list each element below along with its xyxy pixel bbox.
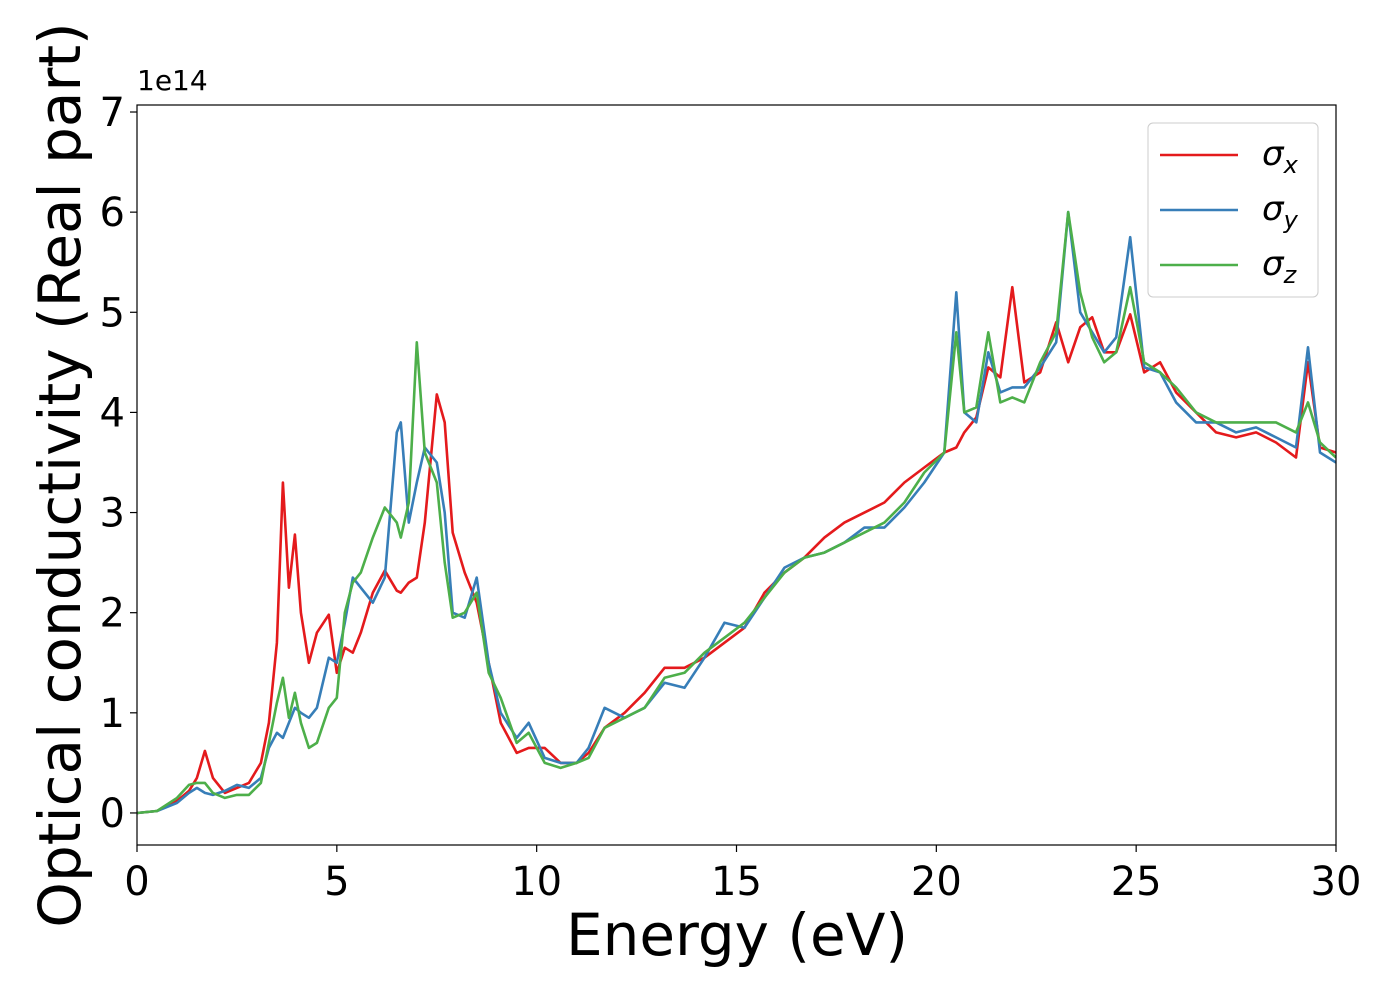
y-tick-label: 4 <box>100 390 125 436</box>
y-offset-label: 1e14 <box>137 64 208 97</box>
y-tick-label: 6 <box>100 190 125 236</box>
y-tick-label: 1 <box>100 691 125 737</box>
y-tick-label: 7 <box>100 90 125 136</box>
x-tick-label: 5 <box>324 859 349 905</box>
x-tick-label: 15 <box>711 859 762 905</box>
x-tick-label: 0 <box>124 859 149 905</box>
y-tick-label: 0 <box>100 791 125 837</box>
data-line <box>137 210 1336 815</box>
y-axis-label: Optical conductivity (Real part) <box>26 22 94 927</box>
y-tick-label: 2 <box>100 591 125 637</box>
x-tick-label: 20 <box>911 859 962 905</box>
x-tick-label: 30 <box>1311 859 1362 905</box>
legend-label: σx <box>1262 134 1299 179</box>
data-line <box>137 210 1336 815</box>
x-tick-label: 25 <box>1111 859 1162 905</box>
legend-label: σz <box>1262 244 1298 289</box>
x-axis-label: Energy (eV) <box>566 901 908 969</box>
y-tick-label: 3 <box>100 491 125 537</box>
legend-label: σy <box>1262 189 1299 234</box>
data-line <box>137 285 1336 815</box>
x-tick-label: 10 <box>511 859 562 905</box>
plot-area <box>137 210 1336 815</box>
y-tick-label: 5 <box>100 290 125 336</box>
